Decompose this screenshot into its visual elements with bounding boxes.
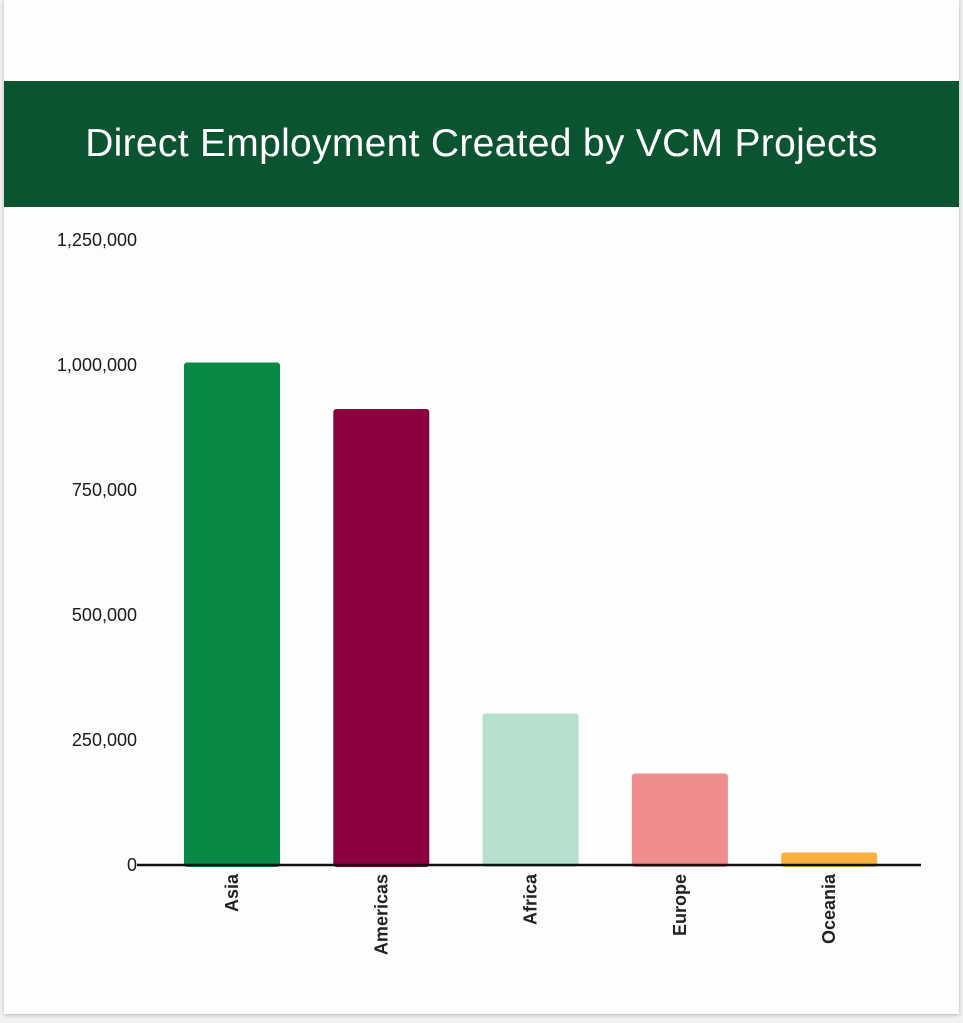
y-tick-label: 1,250,000 [57, 230, 137, 250]
chart-title: Direct Employment Created by VCM Project… [85, 122, 878, 165]
title-banner: Direct Employment Created by VCM Project… [4, 81, 959, 207]
bar-europe [631, 773, 728, 867]
bar-americas [333, 409, 430, 867]
y-tick-label: 500,000 [72, 605, 137, 625]
y-tick-label: 1,000,000 [57, 355, 137, 375]
bar-oceania [781, 852, 878, 867]
x-tick-label: Europe [670, 874, 690, 936]
x-tick-label: Americas [371, 874, 391, 955]
y-tick-label: 750,000 [72, 480, 137, 500]
x-tick-label: Oceania [819, 873, 839, 944]
y-tick-label: 0 [127, 855, 137, 875]
bar-asia [184, 362, 280, 867]
y-tick-label: 250,000 [72, 730, 137, 750]
x-tick-label: Africa [521, 873, 541, 925]
bar-africa [482, 713, 579, 867]
x-tick-label: Asia [222, 873, 242, 912]
